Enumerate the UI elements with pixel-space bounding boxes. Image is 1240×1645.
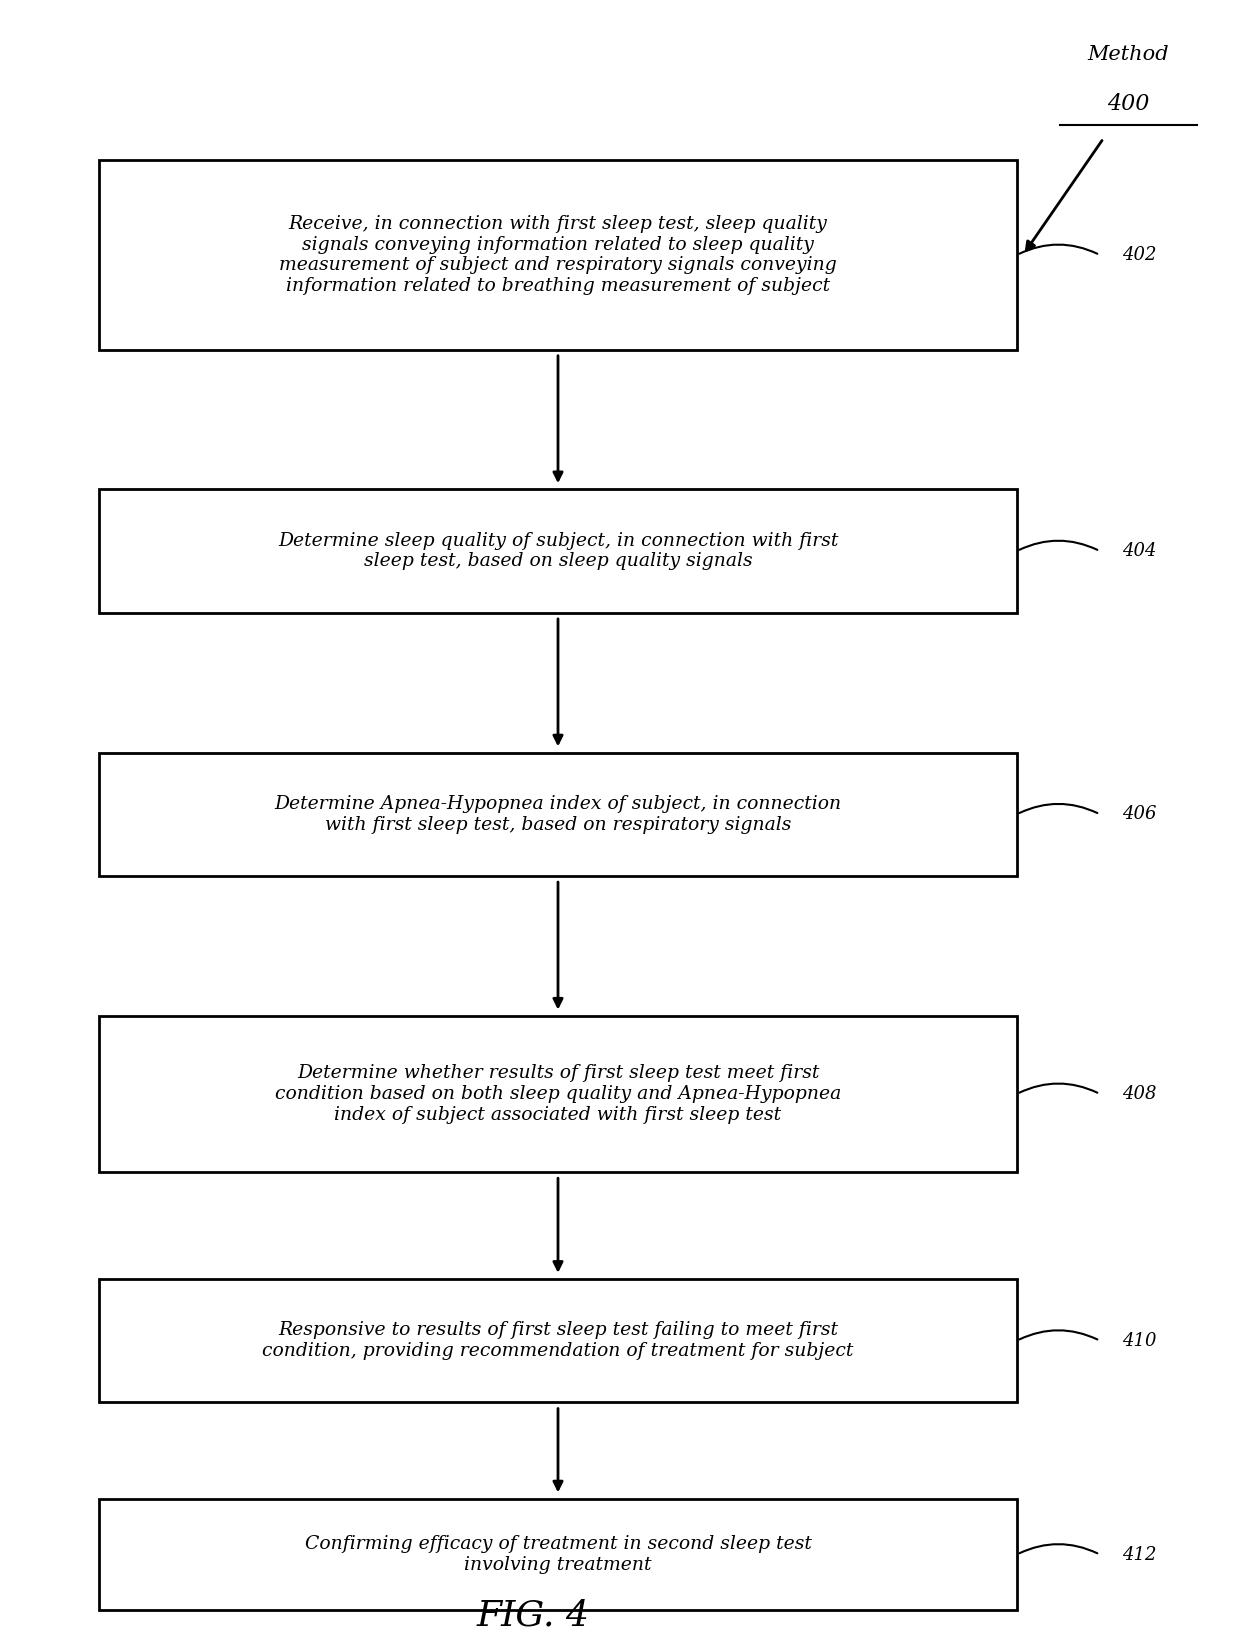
Text: 404: 404	[1122, 543, 1157, 559]
FancyBboxPatch shape	[99, 160, 1017, 349]
FancyBboxPatch shape	[99, 752, 1017, 875]
Text: 400: 400	[1107, 92, 1149, 115]
Text: 406: 406	[1122, 806, 1157, 822]
Text: 402: 402	[1122, 247, 1157, 263]
Text: Confirming efficacy of treatment in second sleep test
involving treatment: Confirming efficacy of treatment in seco…	[305, 1535, 811, 1574]
Text: 410: 410	[1122, 1332, 1157, 1349]
FancyBboxPatch shape	[99, 490, 1017, 612]
Text: Responsive to results of first sleep test failing to meet first
condition, provi: Responsive to results of first sleep tes…	[263, 1321, 853, 1360]
Text: Determine sleep quality of subject, in connection with first
sleep test, based o: Determine sleep quality of subject, in c…	[278, 531, 838, 571]
Text: Determine whether results of first sleep test meet first
condition based on both: Determine whether results of first sleep…	[275, 1064, 841, 1124]
FancyBboxPatch shape	[99, 1499, 1017, 1610]
Text: 408: 408	[1122, 1086, 1157, 1102]
Text: 412: 412	[1122, 1546, 1157, 1563]
Text: Receive, in connection with first sleep test, sleep quality
signals conveying in: Receive, in connection with first sleep …	[279, 215, 837, 294]
Text: FIG. 4: FIG. 4	[476, 1599, 590, 1632]
Text: Method: Method	[1087, 44, 1169, 64]
FancyBboxPatch shape	[99, 1015, 1017, 1171]
FancyBboxPatch shape	[99, 1280, 1017, 1402]
Text: Determine Apnea-Hypopnea index of subject, in connection
with first sleep test, : Determine Apnea-Hypopnea index of subjec…	[274, 795, 842, 834]
